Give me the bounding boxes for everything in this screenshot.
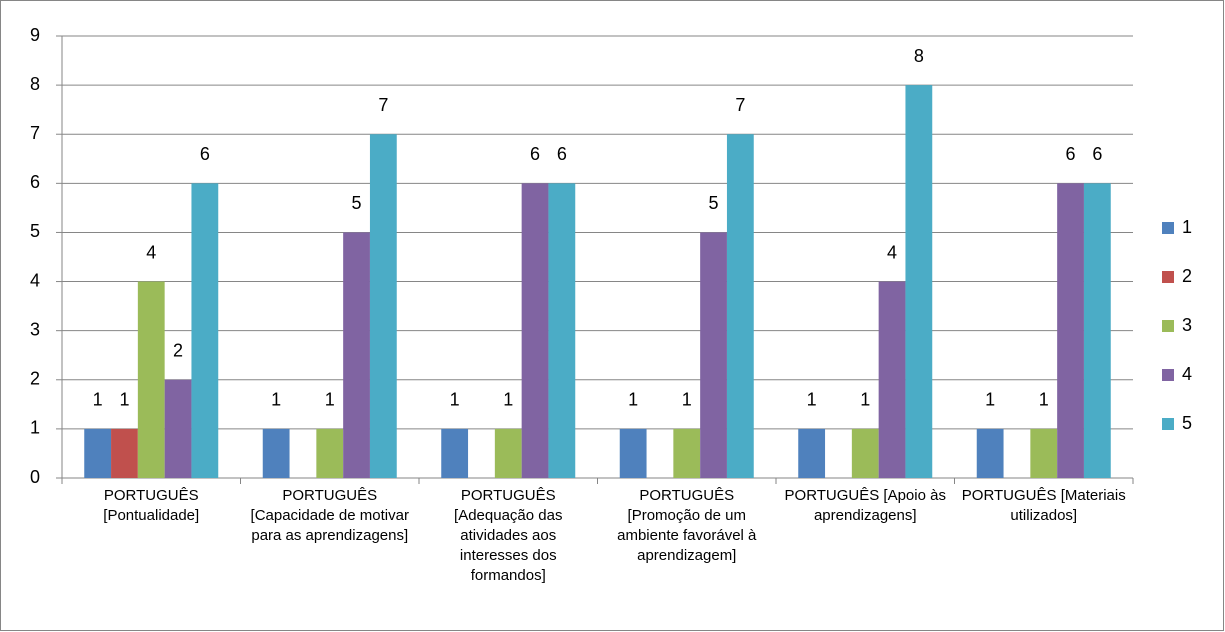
bar (521, 183, 549, 479)
y-tick-label: 9 (30, 25, 40, 45)
bar (548, 183, 576, 479)
bar (316, 428, 344, 478)
legend-label: 1 (1182, 217, 1192, 237)
bar (1030, 428, 1058, 478)
data-label: 6 (200, 144, 210, 164)
legend-swatch (1162, 271, 1174, 283)
bar (1083, 183, 1111, 479)
bar (164, 379, 192, 478)
x-tick-label: PORTUGUÊS [Capacidade de motivar para as… (250, 487, 409, 544)
data-label: 8 (914, 46, 924, 66)
legend-label: 3 (1182, 315, 1192, 335)
data-label: 5 (352, 193, 362, 213)
data-label: 7 (378, 95, 388, 115)
y-tick-label: 3 (30, 319, 40, 339)
bar (673, 428, 701, 478)
bar (84, 428, 112, 478)
data-label: 1 (628, 390, 638, 410)
x-tick-label: PORTUGUÊS [Promoção de um ambiente favor… (617, 487, 757, 564)
data-label: 1 (807, 390, 817, 410)
data-label: 1 (1039, 390, 1049, 410)
data-label: 7 (735, 95, 745, 115)
data-label: 1 (682, 390, 692, 410)
data-label: 1 (860, 390, 870, 410)
data-label: 1 (325, 390, 335, 410)
bar (700, 232, 727, 478)
bar (369, 134, 397, 478)
legend-swatch (1162, 369, 1174, 381)
data-label: 6 (1066, 144, 1076, 164)
bar (111, 428, 138, 478)
x-tick-label: PORTUGUÊS [Apoio às aprendizagens] (784, 487, 946, 524)
y-tick-label: 4 (30, 270, 40, 290)
data-label: 6 (1092, 144, 1102, 164)
data-label: 1 (985, 390, 995, 410)
legend-label: 5 (1182, 413, 1192, 433)
data-label: 1 (93, 390, 103, 410)
data-label: 1 (271, 390, 281, 410)
y-tick-label: 8 (30, 74, 40, 94)
y-tick-label: 5 (30, 221, 40, 241)
bar (441, 428, 469, 478)
bar (191, 183, 219, 479)
bar (619, 428, 647, 478)
bar (726, 134, 754, 478)
legend-swatch (1162, 222, 1174, 234)
y-tick-label: 7 (30, 123, 40, 143)
legend-swatch (1162, 320, 1174, 332)
legend-swatch (1162, 418, 1174, 430)
data-label: 1 (119, 390, 129, 410)
x-tick-label: PORTUGUÊS [Adequação das atividades aos … (454, 487, 563, 584)
x-tick-label: PORTUGUÊS [Materiais utilizados] (961, 487, 1126, 524)
bar (878, 281, 906, 478)
data-label: 4 (146, 242, 156, 262)
bar (905, 85, 933, 478)
data-label: 4 (887, 242, 897, 262)
bar (798, 428, 826, 478)
y-tick-label: 0 (30, 467, 40, 487)
legend-label: 2 (1182, 266, 1192, 286)
y-tick-label: 1 (30, 418, 40, 438)
data-label: 5 (709, 193, 719, 213)
bar (1057, 183, 1084, 479)
bar (494, 428, 522, 478)
y-tick-label: 6 (30, 172, 40, 192)
x-tick-label: PORTUGUÊS [Pontualidade] (103, 487, 200, 524)
legend-label: 4 (1182, 364, 1192, 384)
bar (262, 428, 290, 478)
bar (976, 428, 1004, 478)
bar (137, 281, 165, 478)
data-label: 6 (557, 144, 567, 164)
data-label: 2 (173, 341, 183, 361)
y-tick-label: 2 (30, 369, 40, 389)
bar (343, 232, 370, 478)
bar (851, 428, 879, 478)
data-label: 1 (450, 390, 460, 410)
data-label: 6 (530, 144, 540, 164)
data-label: 1 (503, 390, 513, 410)
